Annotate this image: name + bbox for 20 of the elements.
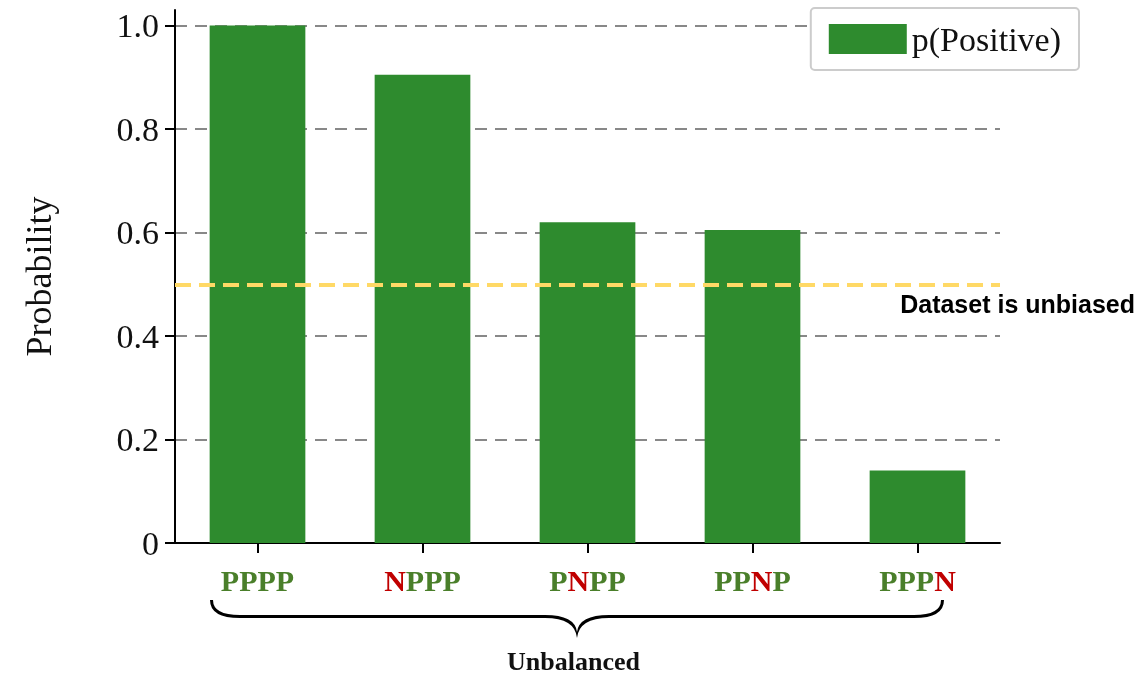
y-tick-label: 0.4: [116, 317, 159, 355]
y-axis-title: Probability: [19, 196, 59, 357]
x-tick-label: PPPN: [879, 563, 957, 597]
bar: [869, 470, 966, 543]
bar: [374, 74, 471, 543]
ref-line-label: Dataset is unbiased: [900, 289, 1135, 318]
bar: [539, 222, 636, 543]
legend-label: p(Positive): [911, 20, 1061, 59]
y-tick-label: 0.8: [116, 110, 159, 148]
x-tick-label: PPPP: [220, 563, 295, 597]
y-tick-label: 0.2: [116, 421, 159, 458]
bar: [704, 229, 801, 543]
x-tick-label: PNPP: [549, 563, 626, 597]
text: Unbalanced: [507, 646, 641, 676]
x-tick-label: NPPP: [384, 563, 461, 597]
x-tick-label: PPNP: [714, 563, 791, 597]
bar: [209, 25, 306, 543]
y-tick-label: 0: [142, 524, 159, 562]
y-tick-label: 1.0: [116, 7, 159, 45]
y-tick-label: 0.6: [116, 214, 159, 252]
